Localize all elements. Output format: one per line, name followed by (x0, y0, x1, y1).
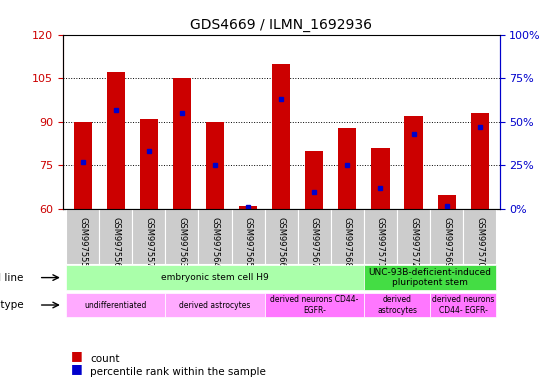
Text: cell line: cell line (0, 273, 23, 283)
FancyBboxPatch shape (364, 209, 397, 264)
Text: GSM997564: GSM997564 (211, 217, 219, 268)
Bar (471, 113, 489, 209)
Text: GSM997567: GSM997567 (310, 217, 319, 268)
Text: embryonic stem cell H9: embryonic stem cell H9 (161, 273, 269, 282)
Bar (371, 148, 389, 209)
FancyBboxPatch shape (364, 293, 430, 317)
Bar (339, 127, 357, 209)
FancyBboxPatch shape (397, 209, 430, 264)
Bar (405, 116, 423, 209)
FancyBboxPatch shape (232, 209, 265, 264)
Bar (140, 119, 158, 209)
FancyBboxPatch shape (66, 265, 364, 290)
Text: ■: ■ (71, 349, 83, 362)
Bar (74, 122, 92, 209)
FancyBboxPatch shape (66, 293, 165, 317)
Text: ■: ■ (71, 362, 83, 376)
Text: percentile rank within the sample: percentile rank within the sample (90, 367, 266, 377)
Text: cell type: cell type (0, 300, 23, 310)
FancyBboxPatch shape (198, 209, 232, 264)
Text: GSM997569: GSM997569 (442, 217, 451, 268)
Text: derived neurons CD44-
EGFR-: derived neurons CD44- EGFR- (270, 295, 359, 315)
Text: GSM997566: GSM997566 (277, 217, 286, 268)
FancyBboxPatch shape (132, 209, 165, 264)
Bar (437, 195, 456, 209)
Text: GSM997565: GSM997565 (244, 217, 253, 268)
Text: GSM997556: GSM997556 (111, 217, 120, 268)
Text: GSM997570: GSM997570 (475, 217, 484, 268)
FancyBboxPatch shape (298, 209, 331, 264)
Text: undifferentiated: undifferentiated (85, 301, 147, 310)
FancyBboxPatch shape (463, 209, 496, 264)
Text: GSM997568: GSM997568 (343, 217, 352, 268)
Text: GSM997572: GSM997572 (409, 217, 418, 268)
Text: UNC-93B-deficient-induced
pluripotent stem: UNC-93B-deficient-induced pluripotent st… (369, 268, 491, 287)
Text: GSM997563: GSM997563 (177, 217, 186, 268)
FancyBboxPatch shape (99, 209, 132, 264)
Bar (206, 122, 224, 209)
Title: GDS4669 / ILMN_1692936: GDS4669 / ILMN_1692936 (190, 18, 372, 32)
Text: GSM997571: GSM997571 (376, 217, 385, 268)
FancyBboxPatch shape (265, 293, 364, 317)
Text: GSM997555: GSM997555 (78, 217, 87, 268)
Text: derived astrocytes: derived astrocytes (179, 301, 251, 310)
FancyBboxPatch shape (430, 293, 496, 317)
FancyBboxPatch shape (66, 209, 99, 264)
Bar (173, 78, 191, 209)
Bar (239, 206, 257, 209)
Text: GSM997557: GSM997557 (144, 217, 153, 268)
FancyBboxPatch shape (364, 265, 496, 290)
Text: count: count (90, 354, 120, 364)
Bar (272, 64, 290, 209)
FancyBboxPatch shape (265, 209, 298, 264)
FancyBboxPatch shape (430, 209, 463, 264)
Bar (305, 151, 323, 209)
Text: derived
astrocytes: derived astrocytes (377, 295, 417, 315)
FancyBboxPatch shape (165, 293, 265, 317)
FancyBboxPatch shape (331, 209, 364, 264)
Text: derived neurons
CD44- EGFR-: derived neurons CD44- EGFR- (432, 295, 494, 315)
FancyBboxPatch shape (165, 209, 198, 264)
Bar (106, 72, 125, 209)
